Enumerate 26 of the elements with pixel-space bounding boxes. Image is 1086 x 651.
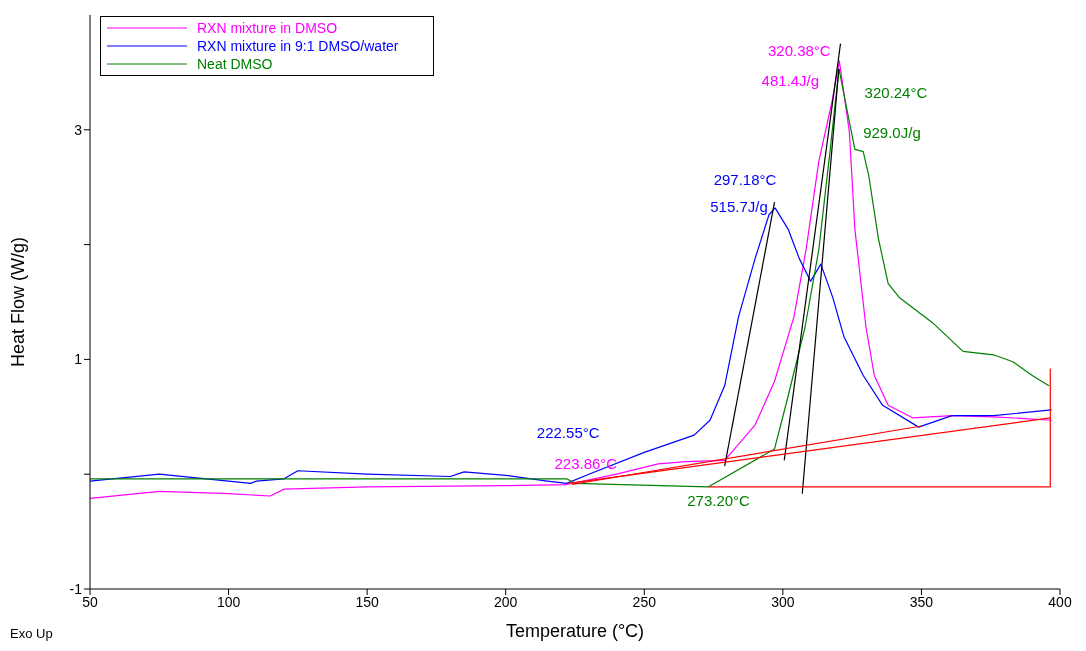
y-axis-title: Heat Flow (W/g): [8, 236, 29, 368]
annotation: 515.7J/g: [710, 198, 768, 216]
text: Neat DMSO: [197, 56, 273, 72]
x-axis-title: Temperature (°C): [505, 621, 645, 641]
x-tick-label: 400: [1048, 593, 1072, 610]
annotation: 273.20°C: [687, 492, 751, 510]
annotation: 223.86°C: [554, 455, 618, 473]
x-tick-label: 100: [216, 593, 241, 610]
annotation: 222.55°C: [536, 424, 600, 442]
annotation: 481.4J/g: [761, 72, 820, 90]
x-tick-label: 150: [355, 593, 380, 610]
x-tick-label: 350: [909, 593, 934, 610]
annotation: 320.38°C: [767, 42, 831, 60]
annotation: 929.0J/g: [863, 124, 921, 142]
text: RXN mixture in 9:1 DMSO/water: [197, 38, 399, 54]
x-tick-label: 250: [632, 593, 657, 610]
y-tick-label: -1: [69, 580, 83, 597]
text: Exo Up: [10, 626, 53, 641]
annotation: 297.18°C: [713, 171, 777, 189]
y-tick-label: 1: [74, 351, 83, 368]
x-tick-label: 200: [494, 593, 518, 610]
y-tick-label: 3: [74, 121, 83, 138]
x-tick-label: 50: [82, 593, 98, 610]
x-tick-label: 300: [771, 593, 795, 610]
text: RXN mixture in DMSO: [197, 20, 338, 36]
annotation: 320.24°C: [864, 84, 928, 102]
